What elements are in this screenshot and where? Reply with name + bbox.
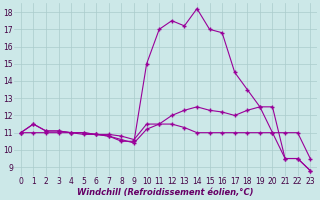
- X-axis label: Windchill (Refroidissement éolien,°C): Windchill (Refroidissement éolien,°C): [77, 188, 254, 197]
